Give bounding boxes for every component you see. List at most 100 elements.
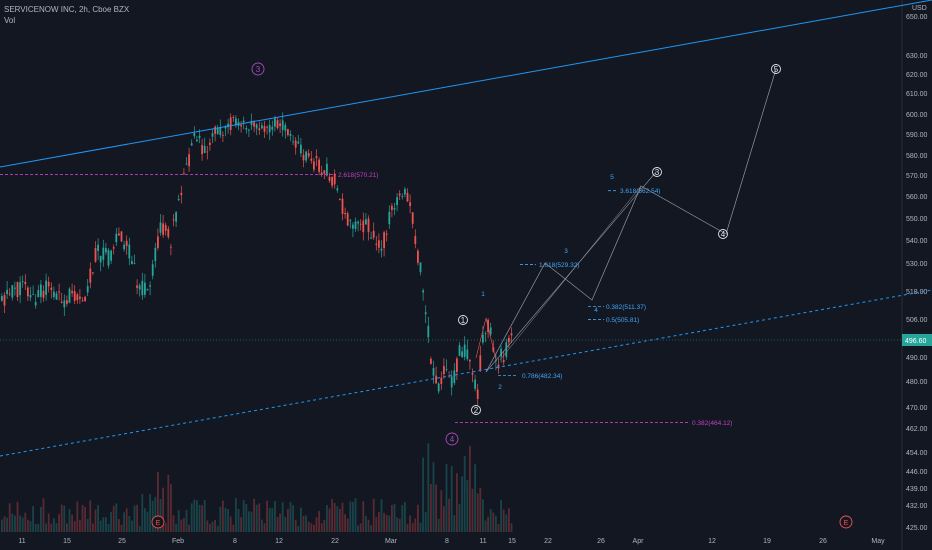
- volume-bar: [131, 520, 133, 532]
- volume-bar: [105, 517, 107, 532]
- volume-bar: [417, 504, 419, 532]
- date-tick-label: 15: [508, 538, 516, 545]
- volume-label[interactable]: Vol: [4, 16, 16, 25]
- candle-body: [367, 218, 370, 233]
- candle-body: [461, 351, 463, 358]
- volume-bar: [237, 508, 240, 532]
- candle-body: [437, 383, 440, 392]
- wave-label-minor: 1: [481, 291, 485, 298]
- candle-body: [170, 246, 172, 248]
- volume-bar: [323, 519, 326, 532]
- volume-bar: [365, 515, 367, 532]
- candle-body: [94, 248, 97, 262]
- candle-body: [255, 124, 258, 129]
- candle-body: [489, 327, 492, 335]
- candle-body: [235, 118, 237, 126]
- volume-bar: [409, 515, 411, 532]
- candle-body: [450, 376, 453, 388]
- volume-bar: [461, 476, 463, 532]
- candle-body: [331, 177, 333, 186]
- candle-body: [149, 285, 151, 287]
- candle-body: [258, 128, 261, 131]
- volume-bar: [508, 508, 510, 532]
- volume-bar: [492, 512, 495, 532]
- candle-body: [55, 293, 58, 300]
- date-tick-label: May: [871, 538, 885, 545]
- volume-bar: [300, 507, 302, 532]
- volume-bar: [42, 498, 45, 532]
- volume-bar: [391, 504, 393, 532]
- price-tick-label: 610.00: [906, 91, 928, 98]
- volume-bar: [266, 500, 268, 532]
- candle-body: [40, 284, 42, 297]
- volume-bar: [476, 493, 479, 532]
- volume-bar: [385, 514, 388, 532]
- wave-minor-path: [475, 317, 497, 361]
- volume-bar: [479, 487, 482, 532]
- candle-body: [385, 233, 388, 235]
- candle-body: [502, 360, 505, 363]
- volume-bar: [47, 513, 50, 532]
- candle-body: [435, 375, 437, 384]
- candle-body: [154, 247, 157, 261]
- volume-bar: [92, 523, 94, 532]
- candle-body: [391, 205, 393, 210]
- price-tick-label: 560.00: [906, 194, 928, 201]
- candle-body: [248, 129, 250, 131]
- volume-bar: [73, 521, 76, 532]
- candle-body: [292, 141, 294, 143]
- volume-bar: [248, 511, 250, 532]
- volume-bar: [375, 517, 378, 532]
- volume-bar: [320, 523, 323, 532]
- candle-body: [27, 287, 29, 297]
- volume-bar: [144, 508, 146, 532]
- candle-body: [102, 247, 105, 260]
- price-tick-label: 432.00: [906, 503, 928, 510]
- volume-bar: [281, 502, 284, 532]
- candle-body: [370, 237, 372, 239]
- wave-label-major-ring: [251, 62, 265, 76]
- symbol-title[interactable]: SERVICENOW INC, 2h, Cboe BZX: [4, 5, 130, 14]
- fib-level-label: 0.5(505.81): [606, 317, 639, 324]
- candle-body: [24, 281, 27, 285]
- candle-body: [289, 134, 292, 136]
- volume-bar: [224, 507, 227, 532]
- wave-label-circled: 5: [774, 65, 779, 74]
- candle-body: [175, 212, 177, 222]
- date-tick-label: 22: [544, 538, 552, 545]
- volume-bar: [84, 507, 86, 532]
- candle-body: [294, 140, 297, 148]
- wave-label-circled: 4: [721, 230, 726, 239]
- volume-bar: [333, 502, 336, 532]
- date-tick-label: 25: [118, 538, 126, 545]
- volume-bar: [1, 519, 3, 532]
- volume-bar: [21, 517, 24, 532]
- volume-bar: [79, 519, 81, 532]
- candle-body: [307, 153, 310, 157]
- date-tick-label: Apr: [633, 538, 645, 545]
- candle-body: [349, 220, 352, 222]
- candle-body: [398, 193, 401, 196]
- volume-bar: [162, 487, 164, 532]
- date-tick-label: 11: [18, 538, 25, 545]
- wave-label-minor: 2: [498, 384, 502, 391]
- candle-body: [315, 156, 318, 158]
- candle-body: [508, 337, 510, 343]
- volume-bar: [383, 512, 385, 532]
- volume-bar: [313, 524, 315, 532]
- wave-label-major-ring: [445, 432, 459, 446]
- candle-body: [112, 247, 115, 249]
- price-tick-label: 620.00: [906, 72, 928, 79]
- volume-bar: [406, 524, 409, 532]
- candle-body: [357, 221, 359, 224]
- volume-bar: [196, 500, 198, 532]
- candlestick-series: [1, 112, 513, 405]
- candle-body: [458, 345, 461, 356]
- volume-bar: [89, 500, 92, 532]
- volume-bar: [307, 521, 310, 532]
- price-tick-label: 490.00: [906, 355, 928, 362]
- candle-body: [141, 280, 144, 296]
- wave-label-minor: 5: [610, 174, 614, 181]
- volume-bar: [206, 520, 209, 532]
